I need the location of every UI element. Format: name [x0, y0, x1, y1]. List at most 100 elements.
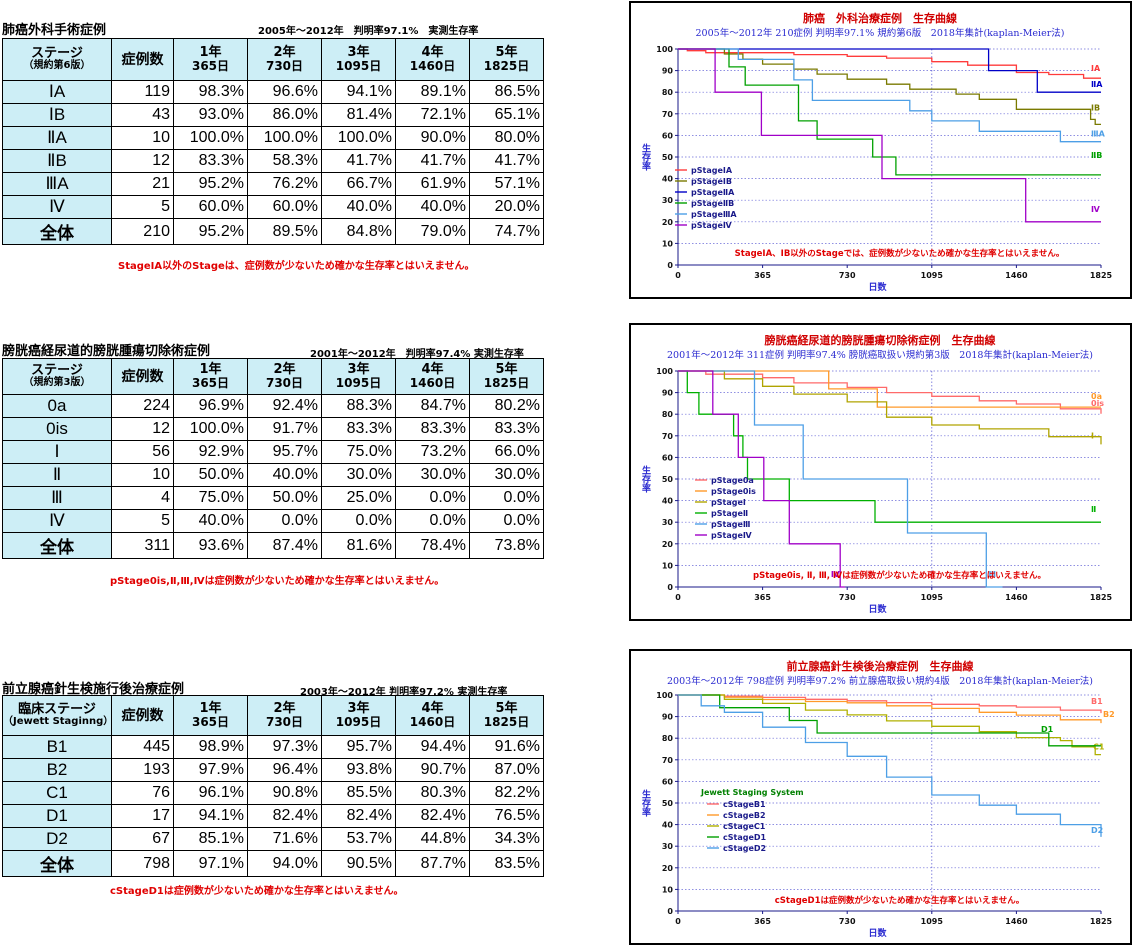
year-header: 4年 1460日 — [395, 38, 470, 81]
y-tick-label: 30 — [662, 196, 674, 205]
rate-cell: 0.0% — [469, 486, 544, 510]
y-tick-label: 100 — [656, 691, 673, 700]
stage-cell: 全体 — [2, 532, 112, 559]
count-cell: 17 — [111, 804, 174, 828]
table-row: D1 17 94.1% 82.4% 82.4% 82.4% 76.5% — [2, 804, 544, 828]
x-tick-label: 365 — [754, 917, 771, 926]
legend-label: pStageⅡB — [691, 199, 734, 208]
y-tick-label: 70 — [662, 756, 674, 765]
count-cell: 43 — [111, 103, 174, 127]
series-end-label: B2 — [1103, 710, 1115, 719]
count-cell: 798 — [111, 850, 174, 877]
y-axis-label: 生存率 — [640, 464, 651, 493]
stage-cell: ⅡA — [2, 126, 112, 150]
rate-cell: 60.0% — [173, 195, 248, 219]
stage-cell: 全体 — [2, 218, 112, 245]
x-tick-label: 730 — [839, 271, 856, 280]
stage-header: ステージ （規約第6版） — [2, 38, 112, 81]
rate-cell: 41.7% — [395, 149, 470, 173]
legend-label: pStage0a — [711, 476, 754, 485]
rate-cell: 0.0% — [395, 509, 470, 533]
x-tick-label: 1460 — [1005, 271, 1028, 280]
table-row-total: 全体 798 97.1% 94.0% 90.5% 87.7% 83.5% — [2, 850, 544, 877]
y-tick-label: 90 — [662, 67, 674, 76]
chart-note: cStageD1は症例数が少ないため確かな生存率とはいえません。 — [775, 895, 1025, 906]
survival-curve-6 — [678, 48, 1101, 223]
survival-curve-1 — [678, 370, 1102, 414]
rate-cell: 61.9% — [395, 172, 470, 196]
survival-table-prostate: 臨床ステージ （Jewett Staginng） 症例数 1年 365日 2年 730… — [2, 695, 544, 877]
rate-cell: 80.2% — [469, 394, 544, 418]
rate-cell: 41.7% — [469, 149, 544, 173]
rate-cell: 0.0% — [321, 509, 396, 533]
table3-title: 前立腺癌針生検施行後治療症例 — [2, 682, 185, 697]
table3-note: cStageD1は症例数が少ないため確かな生存率とはいえません。 — [110, 886, 404, 897]
stage-header: ステージ （規約第3版） — [2, 358, 112, 395]
rate-cell: 53.7% — [321, 827, 396, 851]
rate-cell: 50.0% — [247, 486, 322, 510]
rate-cell: 97.3% — [247, 735, 322, 759]
rate-cell: 81.6% — [321, 532, 396, 559]
rate-cell: 75.0% — [321, 440, 396, 464]
rate-cell: 83.3% — [469, 417, 544, 441]
rate-cell: 82.4% — [395, 804, 470, 828]
table-row: ⅡA 10 100.0% 100.0% 100.0% 90.0% 80.0% — [2, 126, 544, 150]
y-tick-label: 70 — [662, 432, 674, 441]
rate-cell: 93.6% — [173, 532, 248, 559]
y-tick-label: 80 — [662, 410, 674, 419]
rate-cell: 30.0% — [469, 463, 544, 487]
rate-cell: 95.2% — [173, 218, 248, 245]
table3-subtitle: 2003年～2012年 判明率97.2% 実測生存率 — [300, 687, 508, 698]
rate-cell: 95.2% — [173, 172, 248, 196]
stage-cell: 全体 — [2, 850, 112, 877]
rate-cell: 41.7% — [321, 149, 396, 173]
series-end-label: C1 — [1093, 743, 1105, 752]
rate-cell: 100.0% — [321, 126, 396, 150]
x-tick-label: 365 — [754, 593, 771, 602]
x-tick-label: 1460 — [1005, 593, 1028, 602]
y-tick-label: 40 — [662, 497, 674, 506]
x-tick-label: 0 — [675, 271, 681, 280]
legend-label: pStageⅣ — [711, 531, 752, 540]
count-cell: 76 — [111, 781, 174, 805]
year-header: 5年 1825日 — [469, 38, 544, 81]
count-header: 症例数 — [111, 358, 174, 395]
x-axis-label: 日数 — [868, 603, 887, 615]
rate-cell: 44.8% — [395, 827, 470, 851]
legend-label: cStageD2 — [723, 844, 766, 853]
rate-cell: 74.7% — [469, 218, 544, 245]
year-header: 1年 365日 — [173, 358, 248, 395]
rate-cell: 94.4% — [395, 735, 470, 759]
rate-cell: 89.1% — [395, 80, 470, 104]
rate-cell: 82.4% — [247, 804, 322, 828]
y-tick-label: 50 — [662, 153, 674, 162]
rate-cell: 90.7% — [395, 758, 470, 782]
table1-note: StageⅠA以外のStageは、症例数が少ないため確かな生存率とはいえません。 — [118, 261, 475, 272]
rate-cell: 73.2% — [395, 440, 470, 464]
legend-label: cStageB2 — [723, 811, 766, 820]
table-row: Ⅰ 56 92.9% 95.7% 75.0% 73.2% 66.0% — [2, 440, 544, 464]
y-tick-label: 80 — [662, 88, 674, 97]
chart-subtitle: 2003年～2012年 798症例 判明率97.2% 前立腺癌取扱い規約4版 2… — [667, 675, 1093, 687]
survival-curve-5 — [678, 370, 1003, 588]
chart-svg: 前立腺癌針生検後治療症例 生存曲線 2003年～2012年 798症例 判明率97… — [640, 659, 1115, 939]
y-tick-label: 10 — [662, 885, 674, 894]
series-end-label: D2 — [1091, 826, 1103, 835]
rate-cell: 92.4% — [247, 394, 322, 418]
rate-cell: 76.5% — [469, 804, 544, 828]
chart-svg: 膀胱癌経尿道的膀胱腫瘍切除術症例 生存曲線 2001年～2012年 311症例 判… — [640, 333, 1113, 615]
rate-cell: 98.9% — [173, 735, 248, 759]
table-row: D2 67 85.1% 71.6% 53.7% 44.8% 34.3% — [2, 827, 544, 851]
rate-cell: 87.7% — [395, 850, 470, 877]
count-cell: 311 — [111, 532, 174, 559]
stage-cell: Ⅲ — [2, 486, 112, 510]
rate-cell: 30.0% — [395, 463, 470, 487]
legend-label: cStageB1 — [723, 800, 766, 809]
y-tick-label: 10 — [662, 561, 674, 570]
chart-subtitle: 2005年～2012年 210症例 判明率97.1% 規約第6版 2018年集計… — [696, 27, 1065, 39]
y-axis-label: 生存率 — [640, 142, 651, 171]
stage-cell: Ⅰ — [2, 440, 112, 464]
count-cell: 12 — [111, 149, 174, 173]
rate-cell: 90.0% — [395, 126, 470, 150]
legend-label: pStageⅣ — [691, 221, 732, 230]
